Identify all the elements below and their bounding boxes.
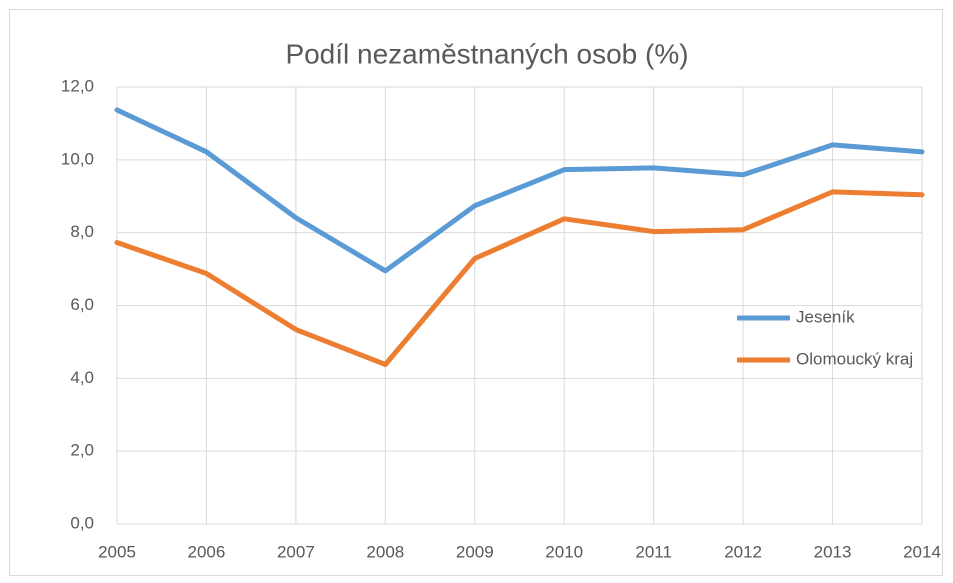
chart-border <box>9 9 943 576</box>
x-tick-label: 2011 <box>635 542 672 561</box>
line-series <box>114 189 925 367</box>
x-tick-label: 2009 <box>456 542 494 561</box>
x-tick-label: 2007 <box>277 542 315 561</box>
x-tick-label: 2010 <box>545 542 583 561</box>
y-tick-label: 2,0 <box>70 441 94 460</box>
legend-label: Jeseník <box>796 307 855 326</box>
x-tick-label: 2012 <box>724 542 762 561</box>
y-tick-label: 4,0 <box>70 368 94 387</box>
y-tick-label: 8,0 <box>70 222 94 241</box>
x-tick-label: 2013 <box>814 542 852 561</box>
legend-label: Olomoucký kraj <box>796 349 913 368</box>
x-tick-label: 2006 <box>188 542 226 561</box>
y-tick-label: 10,0 <box>61 149 94 168</box>
x-tick-label: 2008 <box>366 542 404 561</box>
chart-title: Podíl nezaměstnaných osob (%) <box>285 38 688 69</box>
y-tick-label: 0,0 <box>70 513 94 532</box>
y-tick-label: 6,0 <box>70 295 94 314</box>
x-tick-label: 2005 <box>98 542 136 561</box>
y-tick-label: 12,0 <box>61 76 94 95</box>
line-series <box>114 107 925 274</box>
x-tick-label: 2014 <box>903 542 941 561</box>
